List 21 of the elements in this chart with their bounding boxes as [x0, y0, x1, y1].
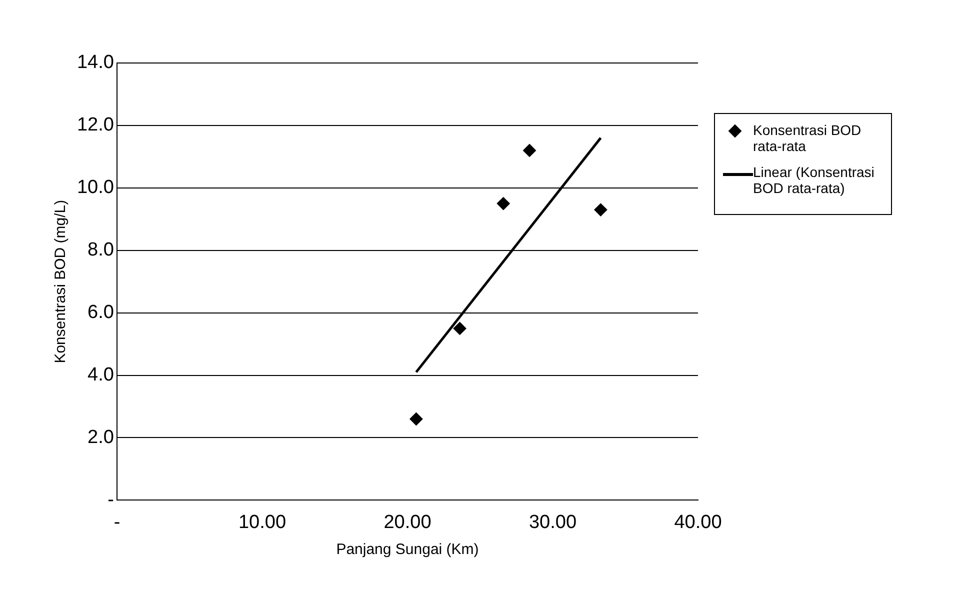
- y-tick-label: 2.0: [88, 426, 114, 448]
- point: [496, 197, 510, 210]
- y-tick-label: 12.0: [76, 114, 114, 136]
- point: [523, 144, 536, 157]
- x-tick-label: 30.00: [528, 512, 577, 533]
- legend-label: Konsentrasi BOD rata-rata: [753, 122, 862, 154]
- point: [453, 322, 466, 335]
- point: [594, 203, 608, 216]
- x-tick-label: 10.00: [238, 512, 286, 533]
- x-axis-title: Panjang Sungai (Km): [336, 541, 479, 558]
- y-tick-label: 4.0: [88, 364, 114, 386]
- y-tick-label: 8.0: [88, 240, 114, 261]
- x-tick-label: 40.00: [674, 512, 722, 533]
- y-tick-label: 14.0: [76, 52, 114, 74]
- y-tick-label: 6.0: [88, 302, 114, 324]
- y-tick-label: -: [108, 489, 114, 510]
- x-tick-label: 20.00: [384, 512, 432, 533]
- y-tick-label: 10.0: [76, 177, 114, 198]
- legend-label: Linear (Konsentrasi BOD rata-rata): [753, 164, 876, 196]
- y-axis-title: Konsentrasi BOD (mg/L): [52, 200, 70, 364]
- point: [410, 412, 423, 426]
